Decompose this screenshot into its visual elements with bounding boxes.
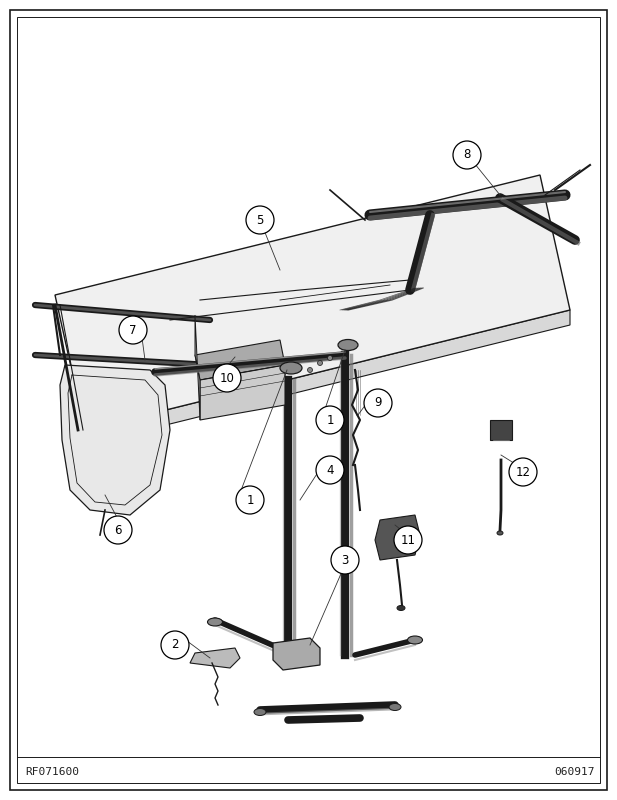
Polygon shape xyxy=(60,365,170,515)
Ellipse shape xyxy=(497,531,503,535)
Circle shape xyxy=(246,206,274,234)
Circle shape xyxy=(307,367,312,373)
Text: 8: 8 xyxy=(463,149,471,162)
Ellipse shape xyxy=(397,606,405,610)
Ellipse shape xyxy=(280,362,302,374)
Ellipse shape xyxy=(207,618,223,626)
Bar xyxy=(490,420,512,440)
Text: 2: 2 xyxy=(172,638,179,651)
Polygon shape xyxy=(200,365,285,420)
Text: 4: 4 xyxy=(326,463,334,477)
Polygon shape xyxy=(195,340,285,380)
Text: 1: 1 xyxy=(326,414,334,426)
Circle shape xyxy=(236,486,264,514)
Circle shape xyxy=(161,631,189,659)
Polygon shape xyxy=(55,175,570,430)
Text: 12: 12 xyxy=(515,466,531,478)
Circle shape xyxy=(316,456,344,484)
Text: 9: 9 xyxy=(375,397,382,410)
Polygon shape xyxy=(375,515,420,560)
Circle shape xyxy=(328,355,333,361)
Circle shape xyxy=(316,406,344,434)
Ellipse shape xyxy=(338,339,358,350)
Circle shape xyxy=(394,526,422,554)
Circle shape xyxy=(318,361,323,366)
Text: 11: 11 xyxy=(400,534,415,546)
Polygon shape xyxy=(273,638,320,670)
Text: 3: 3 xyxy=(341,554,349,566)
Ellipse shape xyxy=(254,709,266,715)
Text: 10: 10 xyxy=(220,371,234,385)
Text: 1: 1 xyxy=(246,494,254,506)
Polygon shape xyxy=(190,648,240,668)
Text: 7: 7 xyxy=(129,323,137,337)
Ellipse shape xyxy=(407,636,423,644)
Text: 060917: 060917 xyxy=(555,767,595,777)
Circle shape xyxy=(213,364,241,392)
Circle shape xyxy=(509,458,537,486)
Polygon shape xyxy=(195,315,200,420)
Text: RF071600: RF071600 xyxy=(25,767,79,777)
Circle shape xyxy=(119,316,147,344)
Circle shape xyxy=(364,389,392,417)
Circle shape xyxy=(453,141,481,169)
Text: 6: 6 xyxy=(114,523,122,537)
Polygon shape xyxy=(85,310,570,445)
Ellipse shape xyxy=(389,703,401,710)
Circle shape xyxy=(331,546,359,574)
Circle shape xyxy=(104,516,132,544)
Text: 5: 5 xyxy=(256,214,263,226)
